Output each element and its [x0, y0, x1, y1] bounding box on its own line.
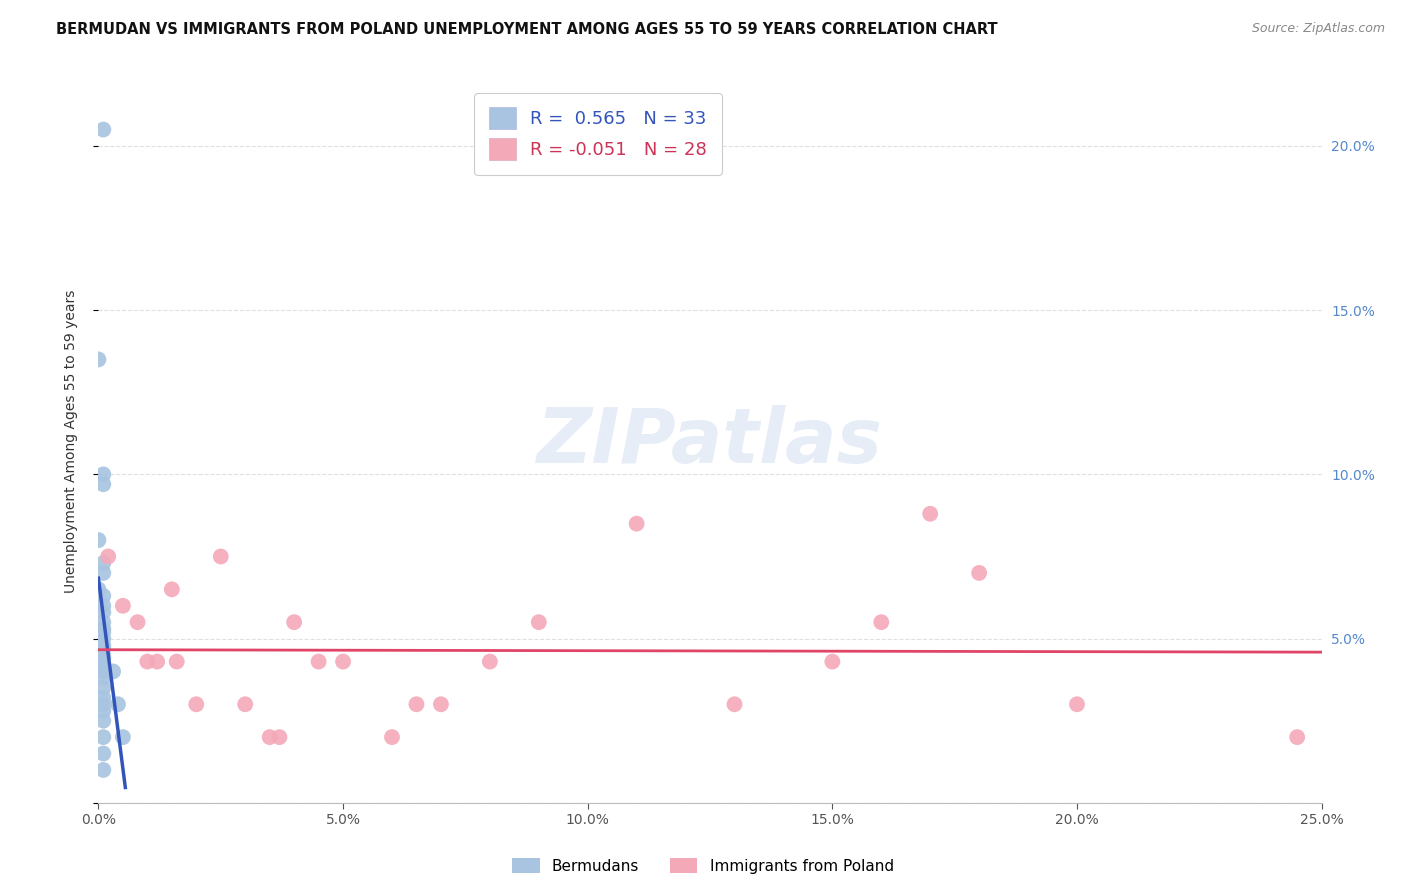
Point [259, 730, 281, 744]
Text: Source: ZipAtlas.com: Source: ZipAtlas.com [1251, 22, 1385, 36]
Point [111, 730, 134, 744]
Point [91, 730, 114, 744]
Point [967, 566, 990, 580]
Point [136, 655, 159, 669]
Point [91, 599, 114, 613]
Point [91, 641, 114, 656]
Point [91, 477, 114, 491]
Point [91, 763, 114, 777]
Point [91, 589, 114, 603]
Point [160, 582, 183, 597]
Point [91, 556, 114, 570]
Point [91, 122, 114, 136]
Point [870, 615, 893, 630]
Point [91, 681, 114, 695]
Point [87, 582, 110, 597]
Point [87, 352, 110, 367]
Point [91, 566, 114, 580]
Text: ZIPatlas: ZIPatlas [537, 405, 883, 478]
Point [332, 655, 354, 669]
Point [91, 622, 114, 636]
Point [430, 698, 453, 712]
Point [97, 549, 120, 564]
Point [111, 599, 134, 613]
Y-axis label: Unemployment Among Ages 55 to 59 years: Unemployment Among Ages 55 to 59 years [63, 290, 77, 593]
Point [283, 615, 305, 630]
Point [91, 605, 114, 619]
Point [405, 698, 427, 712]
Point [478, 655, 501, 669]
Point [146, 655, 169, 669]
Legend: Bermudans, Immigrants from Poland: Bermudans, Immigrants from Poland [506, 852, 900, 880]
Point [920, 507, 942, 521]
Point [91, 648, 114, 662]
Legend: R =  0.565   N = 33, R = -0.051   N = 28: R = 0.565 N = 33, R = -0.051 N = 28 [474, 93, 721, 175]
Text: BERMUDAN VS IMMIGRANTS FROM POLAND UNEMPLOYMENT AMONG AGES 55 TO 59 YEARS CORREL: BERMUDAN VS IMMIGRANTS FROM POLAND UNEMP… [56, 22, 998, 37]
Point [91, 714, 114, 728]
Point [91, 657, 114, 672]
Point [91, 638, 114, 652]
Point [91, 467, 114, 482]
Point [91, 671, 114, 685]
Point [308, 655, 330, 669]
Point [91, 651, 114, 665]
Point [91, 632, 114, 646]
Point [91, 665, 114, 679]
Point [91, 615, 114, 630]
Point [186, 698, 208, 712]
Point [527, 615, 550, 630]
Point [107, 698, 129, 712]
Point [91, 704, 114, 718]
Point [626, 516, 648, 531]
Point [101, 665, 124, 679]
Point [821, 655, 844, 669]
Point [91, 690, 114, 705]
Point [1286, 730, 1309, 744]
Point [1066, 698, 1088, 712]
Point [269, 730, 291, 744]
Point [166, 655, 188, 669]
Point [723, 698, 745, 712]
Point [91, 747, 114, 761]
Point [87, 533, 110, 547]
Point [209, 549, 232, 564]
Point [91, 698, 114, 712]
Point [127, 615, 149, 630]
Point [233, 698, 256, 712]
Point [381, 730, 404, 744]
Point [91, 625, 114, 640]
